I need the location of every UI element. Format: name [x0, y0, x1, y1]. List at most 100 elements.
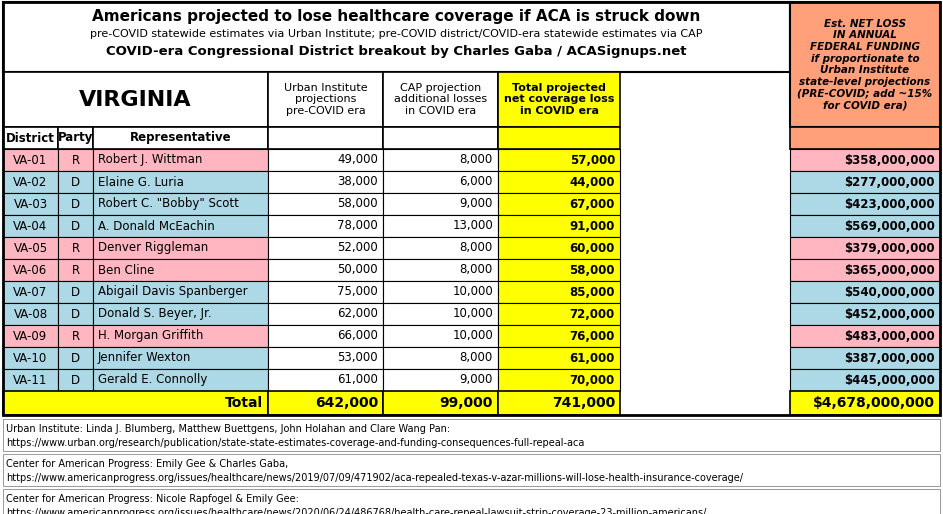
- Text: 50,000: 50,000: [338, 264, 378, 277]
- Text: VA-03: VA-03: [13, 197, 47, 211]
- Bar: [498, 369, 620, 391]
- Bar: [268, 171, 383, 193]
- Bar: [383, 259, 498, 281]
- Text: 58,000: 58,000: [338, 197, 378, 211]
- Bar: [93, 237, 268, 259]
- Bar: [790, 2, 940, 127]
- Text: 8,000: 8,000: [460, 154, 493, 167]
- Text: 10,000: 10,000: [453, 307, 493, 321]
- Bar: [268, 237, 383, 259]
- Bar: [790, 215, 940, 237]
- Text: $445,000,000: $445,000,000: [844, 374, 935, 387]
- Bar: [3, 259, 58, 281]
- Text: D: D: [71, 374, 80, 387]
- Text: VA-02: VA-02: [13, 175, 48, 189]
- Bar: [58, 369, 93, 391]
- Text: R: R: [72, 242, 79, 254]
- Text: R: R: [72, 264, 79, 277]
- Bar: [268, 281, 383, 303]
- Text: Americans projected to lose healthcare coverage if ACA is struck down: Americans projected to lose healthcare c…: [92, 9, 701, 24]
- Bar: [498, 72, 620, 127]
- Bar: [268, 259, 383, 281]
- Text: 60,000: 60,000: [570, 242, 615, 254]
- Text: Urban Institute: Linda J. Blumberg, Matthew Buettgens, John Holahan and Clare Wa: Urban Institute: Linda J. Blumberg, Matt…: [6, 424, 450, 434]
- Text: R: R: [72, 154, 79, 167]
- Bar: [790, 303, 940, 325]
- Bar: [3, 215, 58, 237]
- Text: Est. NET LOSS
IN ANNUAL
FEDERAL FUNDING
if proportionate to
Urban Institute
stat: Est. NET LOSS IN ANNUAL FEDERAL FUNDING …: [798, 19, 933, 110]
- Text: 58,000: 58,000: [570, 264, 615, 277]
- Bar: [383, 72, 498, 127]
- Text: $569,000,000: $569,000,000: [844, 219, 935, 232]
- Text: Elaine G. Luria: Elaine G. Luria: [98, 175, 184, 189]
- Bar: [790, 237, 940, 259]
- Text: Gerald E. Connolly: Gerald E. Connolly: [98, 374, 207, 387]
- Text: 72,000: 72,000: [570, 307, 615, 321]
- Bar: [268, 72, 383, 127]
- Text: 53,000: 53,000: [338, 352, 378, 364]
- Bar: [498, 259, 620, 281]
- Bar: [790, 347, 940, 369]
- Text: 62,000: 62,000: [338, 307, 378, 321]
- Bar: [498, 325, 620, 347]
- Bar: [790, 369, 940, 391]
- Text: Total: Total: [224, 396, 263, 410]
- Bar: [3, 72, 268, 127]
- Bar: [498, 281, 620, 303]
- Text: Abigail Davis Spanberger: Abigail Davis Spanberger: [98, 285, 248, 299]
- Text: Party: Party: [58, 132, 93, 144]
- Bar: [3, 281, 58, 303]
- Bar: [93, 281, 268, 303]
- Bar: [498, 237, 620, 259]
- Bar: [383, 369, 498, 391]
- Bar: [93, 171, 268, 193]
- Text: Ben Cline: Ben Cline: [98, 264, 155, 277]
- Text: Representative: Representative: [130, 132, 231, 144]
- Bar: [790, 149, 940, 171]
- Bar: [790, 193, 940, 215]
- Bar: [383, 347, 498, 369]
- Text: D: D: [71, 197, 80, 211]
- Text: 76,000: 76,000: [570, 329, 615, 342]
- Bar: [268, 347, 383, 369]
- Bar: [58, 149, 93, 171]
- Bar: [790, 171, 940, 193]
- Text: 52,000: 52,000: [338, 242, 378, 254]
- Text: 67,000: 67,000: [570, 197, 615, 211]
- Text: Total projected
net coverage loss
in COVID era: Total projected net coverage loss in COV…: [504, 83, 614, 116]
- Text: 642,000: 642,000: [315, 396, 378, 410]
- Text: $423,000,000: $423,000,000: [844, 197, 935, 211]
- Text: D: D: [71, 307, 80, 321]
- Bar: [383, 215, 498, 237]
- Bar: [93, 193, 268, 215]
- Bar: [790, 325, 940, 347]
- Text: 6,000: 6,000: [459, 175, 493, 189]
- Bar: [268, 193, 383, 215]
- Text: 9,000: 9,000: [459, 197, 493, 211]
- Bar: [3, 149, 58, 171]
- Bar: [790, 127, 940, 149]
- Text: 9,000: 9,000: [459, 374, 493, 387]
- Text: 99,000: 99,000: [439, 396, 493, 410]
- Text: VA-05: VA-05: [13, 242, 47, 254]
- Text: 13,000: 13,000: [453, 219, 493, 232]
- Bar: [268, 369, 383, 391]
- Text: VA-01: VA-01: [13, 154, 48, 167]
- Bar: [3, 369, 58, 391]
- Bar: [383, 193, 498, 215]
- Text: $358,000,000: $358,000,000: [844, 154, 935, 167]
- Text: District: District: [6, 132, 55, 144]
- Bar: [498, 347, 620, 369]
- Text: 44,000: 44,000: [570, 175, 615, 189]
- Text: D: D: [71, 352, 80, 364]
- Bar: [383, 149, 498, 171]
- Text: $4,678,000,000: $4,678,000,000: [813, 396, 935, 410]
- Text: 49,000: 49,000: [338, 154, 378, 167]
- Text: 70,000: 70,000: [570, 374, 615, 387]
- Text: https://www.americanprogress.org/issues/healthcare/news/2019/07/09/471902/aca-re: https://www.americanprogress.org/issues/…: [6, 473, 743, 483]
- Text: Urban Institute
projections
pre-COVID era: Urban Institute projections pre-COVID er…: [284, 83, 368, 116]
- Text: $379,000,000: $379,000,000: [844, 242, 935, 254]
- Bar: [498, 127, 620, 149]
- Text: D: D: [71, 285, 80, 299]
- Text: $387,000,000: $387,000,000: [844, 352, 935, 364]
